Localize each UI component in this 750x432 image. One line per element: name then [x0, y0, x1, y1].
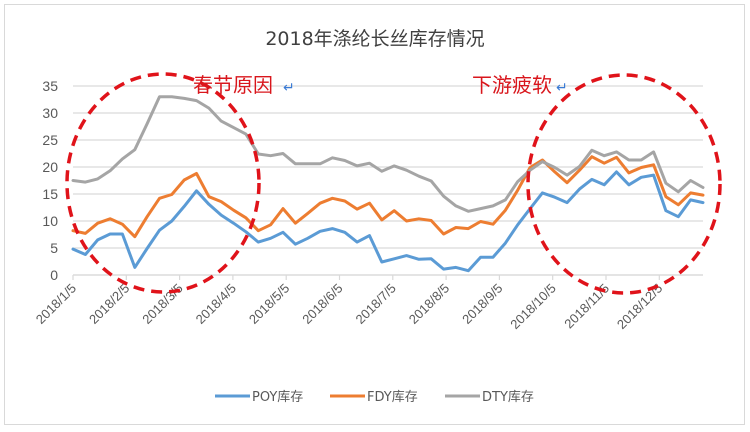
- x-tick-label: 2018/12/5: [614, 281, 666, 333]
- x-tick-label: 2018/10/5: [507, 281, 559, 333]
- x-axis: 2018/1/5 2018/2/5 2018/3/5 2018/4/5 2018/5/5…: [33, 274, 703, 333]
- x-tick-label: 2018/6/5: [299, 281, 345, 327]
- x-tick-label: 2018/4/5: [193, 281, 239, 327]
- highlight-circle-right: [526, 73, 722, 295]
- x-tick-label: 2018/7/5: [353, 281, 399, 327]
- annotation-right: 下游疲软 ↵: [472, 73, 568, 97]
- legend-label: POY库存: [252, 389, 303, 405]
- y-tick-label: 0: [50, 267, 58, 283]
- annotation-left: 春节原因 ↵: [193, 73, 295, 97]
- y-tick-label: 15: [42, 186, 58, 202]
- y-tick-label: 10: [42, 213, 58, 229]
- x-tick-label: 2018/2/5: [86, 281, 132, 327]
- legend-item: DTY库存: [445, 389, 534, 405]
- legend-item: FDY库存: [330, 389, 418, 405]
- return-mark-icon: ↵: [283, 80, 295, 96]
- y-tick-label: 5: [50, 240, 58, 256]
- x-tick-label: 2018/11/5: [561, 281, 612, 332]
- annotation-text: 下游疲软: [472, 73, 552, 97]
- series-lines: [71, 95, 705, 273]
- series-line-poy: [71, 170, 705, 273]
- x-tick-label: 2018/8/5: [406, 281, 452, 327]
- legend-label: DTY库存: [482, 389, 534, 405]
- y-tick-label: 35: [42, 78, 58, 94]
- x-tick-label: 2018/9/5: [459, 281, 505, 327]
- chart-title: 2018年涤纶长丝库存情况: [265, 28, 484, 50]
- y-tick-label: 25: [42, 132, 58, 148]
- annotation-text: 春节原因: [193, 73, 273, 97]
- legend: POY库存 FDY库存 DTY库存: [215, 389, 534, 405]
- return-mark-icon: ↵: [556, 80, 568, 96]
- series-line-dty: [71, 95, 705, 213]
- x-tick-label: 2018/1/5: [33, 281, 79, 327]
- legend-label: FDY库存: [367, 389, 418, 405]
- x-tick-label: 2018/5/5: [246, 281, 292, 327]
- legend-item: POY库存: [215, 389, 303, 405]
- chart-frame: [4, 4, 745, 425]
- y-tick-label: 30: [42, 105, 58, 121]
- x-tick-label: 2018/3/5: [139, 281, 185, 327]
- y-tick-label: 20: [42, 159, 58, 175]
- y-axis-ticks: 0 5 10 15 20 25 30 35: [42, 78, 58, 283]
- series-line-fdy: [71, 155, 705, 239]
- highlight-circle-left: [65, 72, 261, 294]
- highlight-circles: [65, 72, 722, 295]
